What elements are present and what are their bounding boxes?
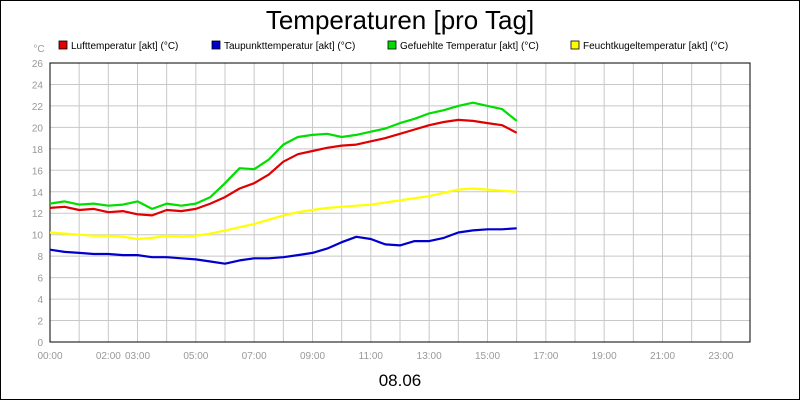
y-tick-label: 0 [37,338,43,349]
x-axis-ticks: 00:00 02:00 03:00 05:00 07:00 09:00 11:00 13:00… [37,351,733,362]
x-tick-label: 19:00 [592,351,617,362]
y-tick-label: 18 [32,145,44,156]
y-tick-label: 8 [37,252,43,263]
legend-label: Feuchtkugeltemperatur [akt] (°C) [583,41,728,52]
legend-swatch [211,40,221,50]
y-tick-label: 16 [32,166,44,177]
series-line-2 [49,227,517,265]
series-line-4 [49,187,517,241]
y-tick-label: 20 [32,123,44,134]
x-tick-label: 23:00 [708,351,733,362]
x-tick-label: 15:00 [475,351,500,362]
y-tick-label: 2 [37,317,43,328]
y-tick-label: 14 [32,188,44,199]
series-lines [49,101,518,265]
legend-label: Lufttemperatur [akt] (°C) [71,41,178,52]
x-tick-label: 09:00 [300,351,325,362]
x-tick-label: 11:00 [359,351,384,362]
series-line-3 [49,101,518,210]
y-tick-label: 26 [32,59,44,70]
x-tick-label: 17:00 [533,351,558,362]
x-tick-label: 21:00 [650,351,675,362]
series-line-1 [49,118,518,217]
legend-label: Gefuehlte Temperatur [akt] (°C) [400,41,539,52]
x-axis-date-label: 08.06 [379,371,422,390]
y-tick-label: 10 [32,231,44,242]
chart-title: Temperaturen [pro Tag] [266,5,534,35]
y-tick-label: 4 [37,295,43,306]
legend-swatch [570,40,580,50]
x-tick-label: 07:00 [242,351,267,362]
y-tick-label: 6 [37,274,43,285]
x-tick-label: 05:00 [183,351,208,362]
y-tick-label: 12 [32,209,44,220]
grid [50,62,750,343]
x-tick-label: 02:00 [96,351,121,362]
legend-swatch [58,40,68,50]
y-tick-label: 24 [32,80,44,91]
legend-label: Taupunkttemperatur [akt] (°C) [224,41,355,52]
x-tick-label: 13:00 [417,351,442,362]
x-tick-label: 00:00 [37,351,62,362]
legend-swatch [387,40,397,50]
x-tick-label: 03:00 [125,351,150,362]
y-axis-unit-label: °C [33,44,44,55]
legend: Lufttemperatur [akt] (°C) Taupunkttempera… [58,40,728,52]
y-tick-label: 22 [32,102,44,113]
